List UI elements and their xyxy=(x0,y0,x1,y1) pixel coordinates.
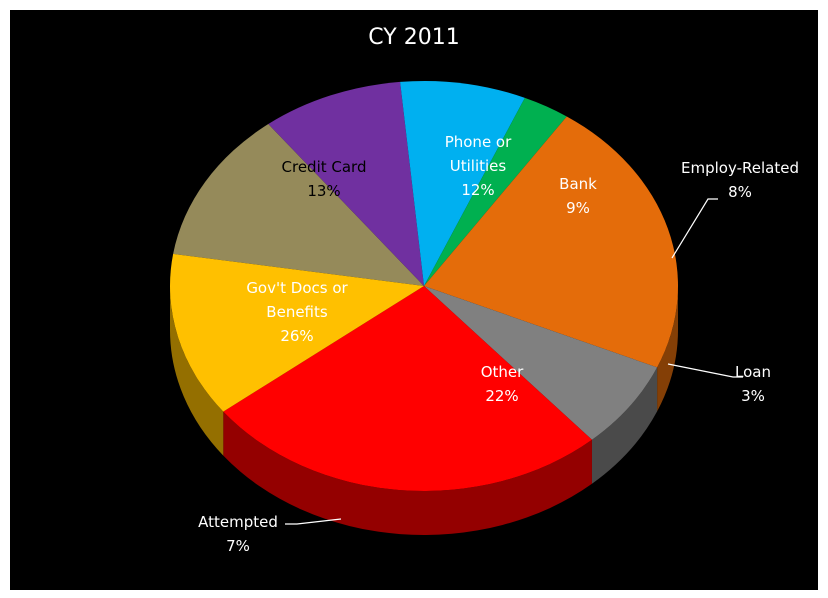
slice-side-credit-card xyxy=(170,286,224,456)
value-label-employ-related: 8% xyxy=(728,183,752,201)
slice-attempted xyxy=(424,286,658,440)
slice-employ-related xyxy=(400,80,525,286)
label-bank: Bank 9% xyxy=(559,175,597,217)
label-phone-or: Phone or Utilities 12% xyxy=(445,133,512,199)
pie-sides xyxy=(170,286,678,535)
label-loan: Loan 3% xyxy=(735,363,771,405)
label-line-other: Other xyxy=(481,363,524,381)
value-label-loan: 3% xyxy=(741,387,765,405)
label-line-employ-related: Employ-Related xyxy=(681,159,799,177)
label-line-phone-or: Utilities xyxy=(450,157,507,175)
label-employ-related: Employ-Related 8% xyxy=(681,159,799,201)
slice-loan xyxy=(424,97,567,287)
chart-title: CY 2011 xyxy=(368,25,459,50)
label-line-attempted: Attempted xyxy=(198,513,278,531)
slice-gov-t-docs-or xyxy=(223,286,592,491)
leader-line-employ-related xyxy=(671,198,718,259)
value-label-attempted: 7% xyxy=(226,537,250,555)
pie-slices xyxy=(170,80,679,491)
slice-side-attempted xyxy=(591,367,658,484)
label-other: Other 22% xyxy=(481,363,524,405)
label-line-gov-t-docs-or: Gov't Docs or xyxy=(246,279,348,297)
slice-labels: Phone or Utilities 12% Bank 9% Employ-Related… xyxy=(198,133,799,555)
value-label-phone-or: 12% xyxy=(461,181,494,199)
label-credit-card: Credit Card 13% xyxy=(282,158,367,200)
label-line-phone-or: Phone or xyxy=(445,133,512,151)
value-label-gov-t-docs-or: 26% xyxy=(280,327,313,345)
label-gov-t-docs-or: Gov't Docs or Benefits 26% xyxy=(246,279,348,345)
slice-phone-or xyxy=(173,124,424,286)
label-line-gov-t-docs-or: Benefits xyxy=(266,303,328,321)
slice-other xyxy=(424,116,679,368)
value-label-credit-card: 13% xyxy=(307,182,340,200)
leader-line-attempted xyxy=(285,518,342,525)
leader-lines xyxy=(285,198,743,525)
slice-credit-card xyxy=(170,253,424,412)
value-label-bank: 9% xyxy=(566,199,590,217)
value-label-other: 22% xyxy=(485,387,518,405)
label-attempted: Attempted 7% xyxy=(198,513,278,555)
slice-side-gov-t-docs-or xyxy=(223,411,592,535)
label-line-loan: Loan xyxy=(735,363,771,381)
label-line-credit-card: Credit Card xyxy=(282,158,367,176)
slice-bank xyxy=(268,81,424,287)
label-line-bank: Bank xyxy=(559,175,597,193)
leader-line-loan xyxy=(667,363,743,378)
slice-side-other xyxy=(657,286,678,412)
